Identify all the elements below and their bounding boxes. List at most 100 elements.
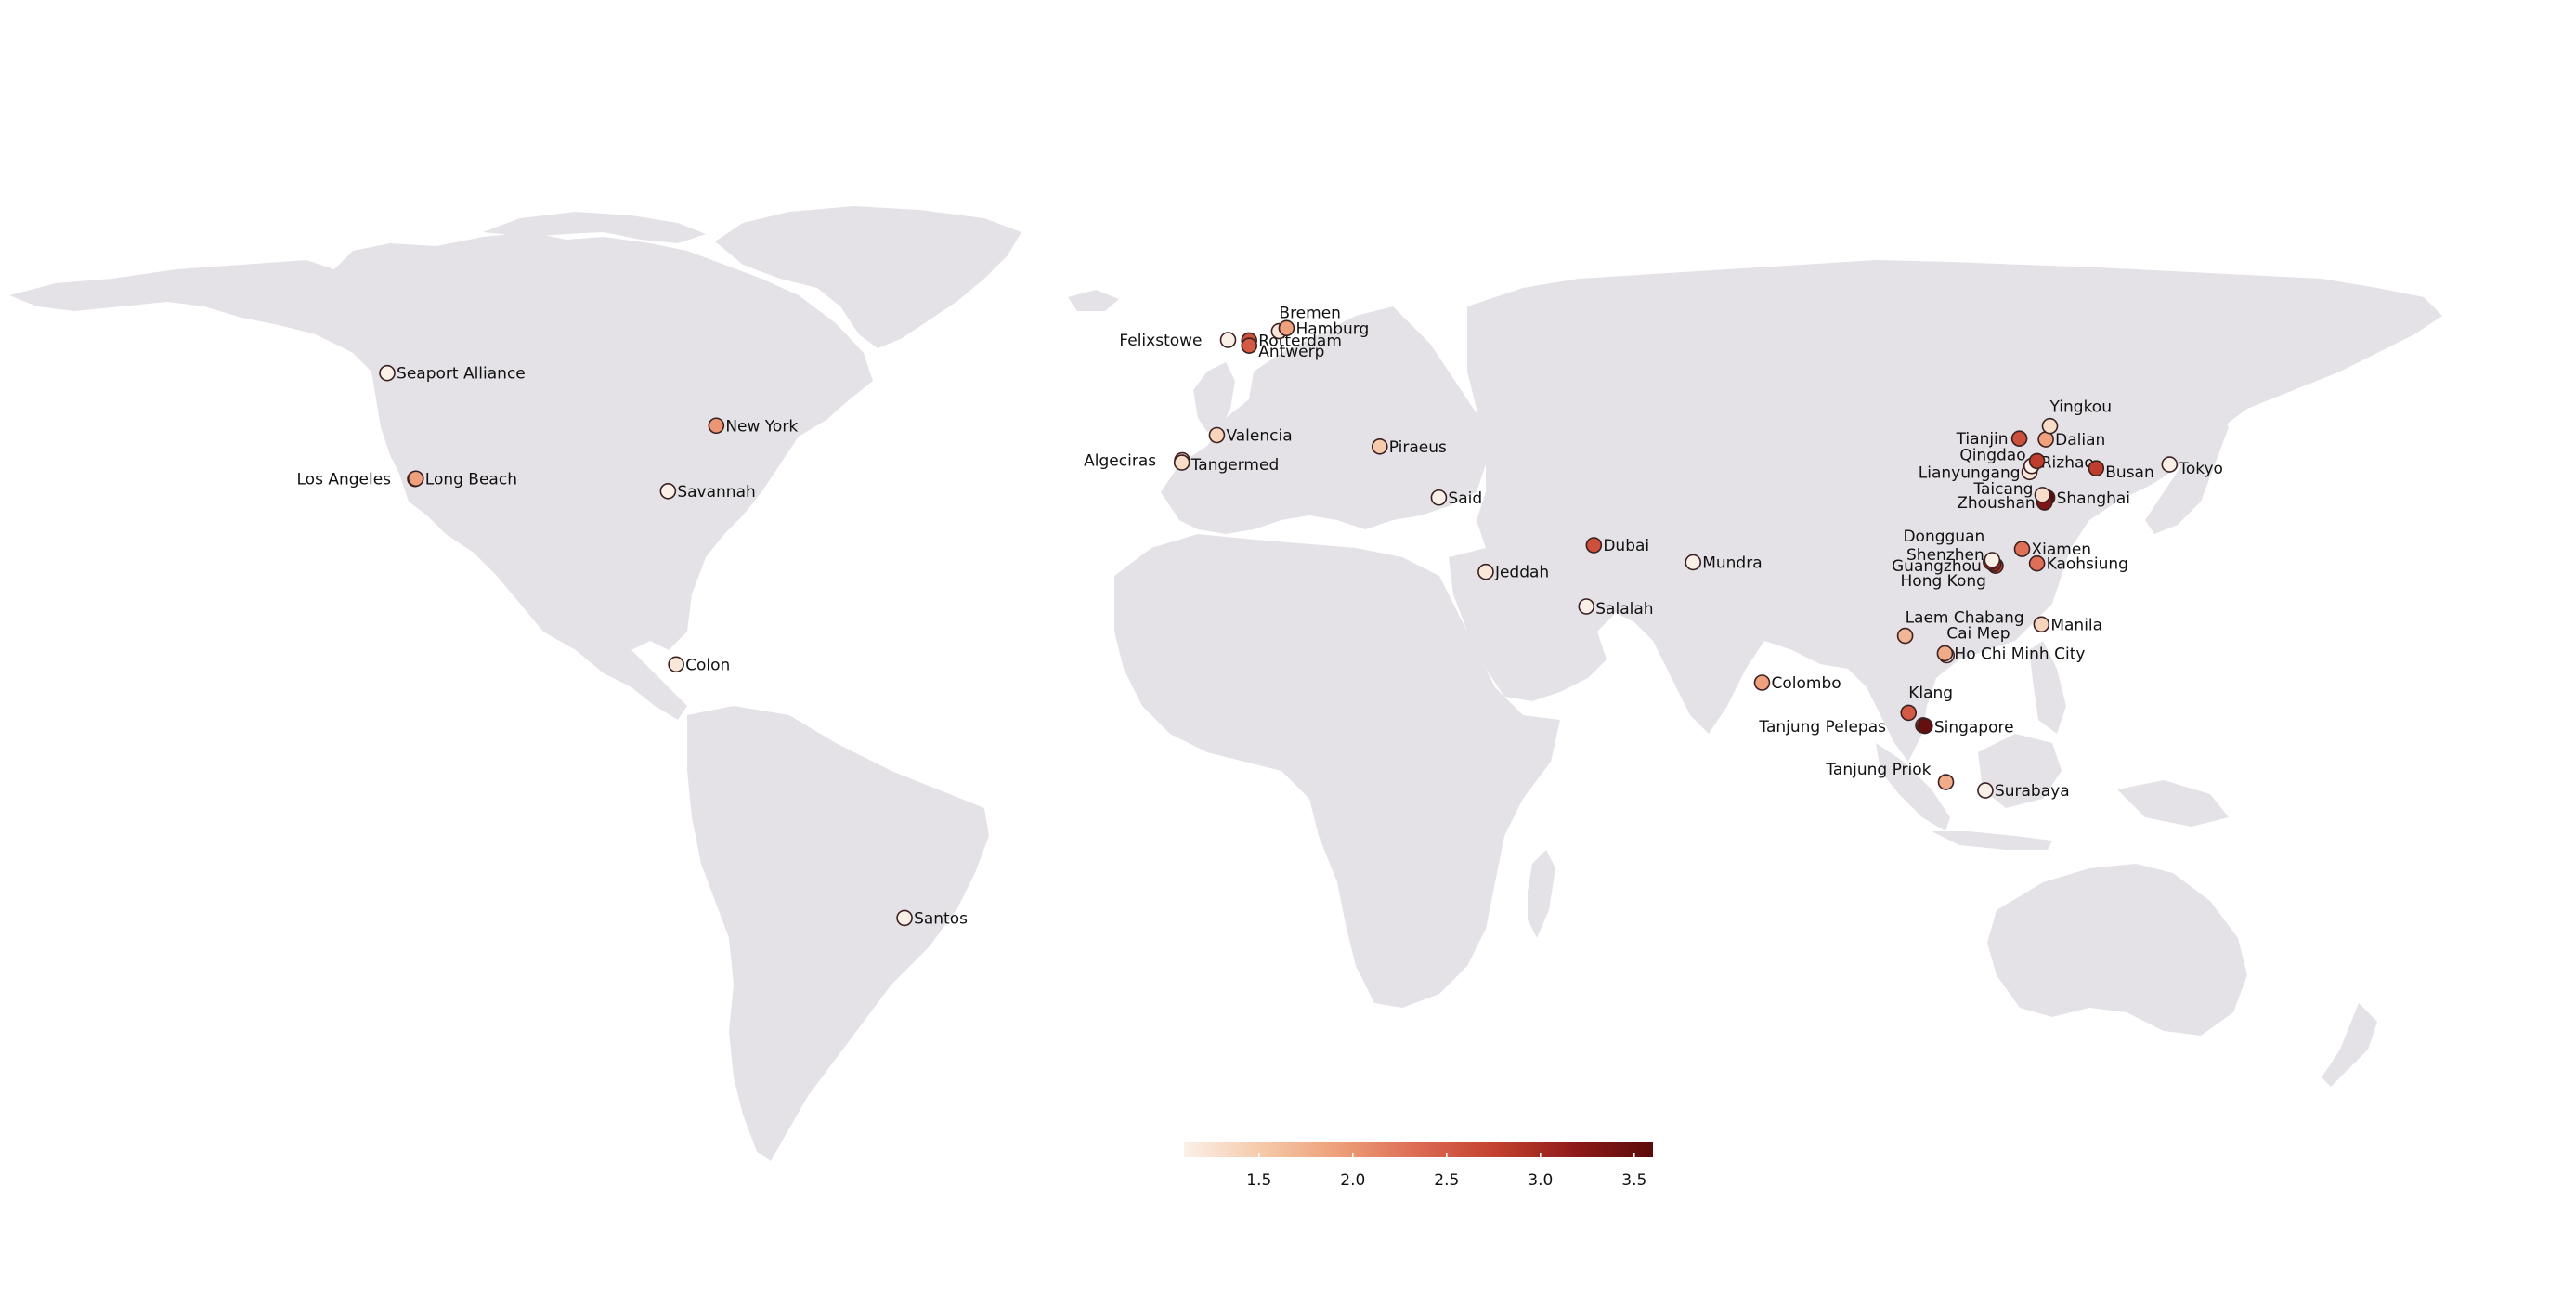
port-label: Santos — [914, 909, 968, 928]
port-label: Said — [1448, 489, 1482, 508]
port-marker — [2041, 417, 2059, 435]
port-marker — [1477, 563, 1494, 580]
port-label: Dalian — [2055, 431, 2105, 450]
port-seaport-alliance: Seaport Alliance — [379, 364, 526, 384]
colorbar-gradient — [1184, 1142, 1653, 1157]
port-label: Shanghai — [2057, 489, 2130, 508]
landmass-south-america — [687, 706, 989, 1161]
port-marker — [1173, 454, 1190, 471]
port-label: Xiamen — [2031, 541, 2091, 559]
colorbar-tick-label: 1.5 — [1246, 1171, 1271, 1190]
port-valencia: Valencia — [1208, 426, 1293, 446]
port-label: Singapore — [1934, 719, 2014, 737]
landmass-north-america — [9, 232, 873, 720]
port-qingdao: Qingdao — [1959, 446, 2046, 470]
port-label: Felixstowe — [1119, 332, 1202, 350]
port-marker — [407, 470, 424, 488]
port-label: Mundra — [1702, 554, 1762, 572]
port-label: Piraeus — [1389, 438, 1447, 457]
port-said: Said — [1430, 489, 1482, 508]
landmass-africa — [1114, 534, 1560, 1008]
port-marker — [708, 417, 725, 435]
port-savannah: Savannah — [659, 483, 756, 502]
port-label: Manila — [2050, 616, 2102, 634]
port-marker — [379, 364, 396, 382]
port-label: Bremen — [1279, 305, 1341, 323]
port-label: Busan — [2105, 463, 2154, 482]
port-label: Dongguan — [1903, 528, 1984, 546]
port-marker — [1430, 489, 1448, 506]
port-label: Lianyungang — [1919, 463, 2021, 482]
port-label: Seaport Alliance — [397, 365, 526, 384]
port-klang: Klang — [1900, 684, 1953, 722]
port-jeddah: Jeddah — [1477, 563, 1549, 582]
port-label: Tokyo — [2178, 460, 2223, 478]
port-label: Valencia — [1226, 427, 1292, 446]
port-marker — [2028, 452, 2046, 470]
port-marker — [1917, 717, 1933, 735]
port-label: Jeddah — [1494, 564, 1549, 582]
port-label: Guangzhou — [1892, 557, 1982, 576]
port-label: Hamburg — [1295, 319, 1369, 338]
port-label: Yingkou — [2049, 398, 2112, 417]
port-kaohsiung: Kaohsiung — [2028, 555, 2128, 574]
port-marker — [1278, 319, 1295, 337]
port-marker — [2037, 431, 2054, 448]
port-marker — [1936, 645, 1954, 662]
port-label: Algeciras — [1084, 452, 1156, 471]
port-marker — [2034, 487, 2051, 503]
landmass-java — [1932, 831, 2052, 850]
port-piraeus: Piraeus — [1371, 438, 1447, 457]
port-surabaya: Surabaya — [1977, 782, 2070, 801]
colorbar-tick-label: 3.5 — [1621, 1171, 1646, 1190]
landmass-sumatra — [1876, 743, 1950, 831]
port-label: Taicang — [1972, 480, 2033, 499]
landmass-asia — [1467, 260, 2442, 762]
port-label: Long Beach — [425, 470, 517, 489]
landmass-europe — [1161, 306, 1486, 534]
port-marker — [2033, 616, 2050, 633]
port-marker — [1241, 337, 1258, 354]
landmass-japan — [2145, 409, 2229, 534]
port-label: Rizhao — [2041, 454, 2094, 473]
port-label: Ho Chi Minh City — [1954, 645, 2085, 663]
ports-layer: Seaport Alliance Los Angeles Long Beach New… — [297, 305, 2223, 929]
port-label: Hong Kong — [1901, 572, 1986, 591]
port-label: Tanjung Pelepas — [1758, 718, 1886, 737]
landmass-arctic-islands — [483, 212, 706, 243]
port-label: Tianjin — [1956, 430, 2009, 449]
port-marker — [1585, 537, 1603, 554]
landmass-arabia — [1449, 548, 1607, 701]
port-marker — [1937, 774, 1955, 790]
port-marker — [1977, 782, 1994, 799]
port-label: Antwerp — [1258, 343, 1324, 361]
port-hamburg: Hamburg — [1278, 319, 1369, 338]
colorbar-tick-label: 2.0 — [1340, 1171, 1365, 1190]
port-taicang: Taicang — [1972, 480, 2051, 503]
port-tangermed: Tangermed — [1173, 454, 1279, 475]
landmass-madagascar — [1528, 850, 1555, 938]
port-singapore: Singapore — [1917, 717, 2014, 737]
port-busan: Busan — [2088, 460, 2154, 482]
port-marker — [1208, 426, 1226, 444]
port-marker — [1753, 674, 1771, 691]
port-label: Klang — [1908, 684, 1953, 702]
port-marker — [1685, 554, 1702, 571]
port-manila: Manila — [2033, 616, 2102, 634]
colorbar: 1.5 2.0 2.5 3.0 3.5 — [1184, 1142, 1653, 1190]
landmass-greenland — [715, 206, 1021, 348]
port-dalian: Dalian — [2037, 431, 2105, 450]
landmass-australia — [1987, 864, 2247, 1036]
port-marker — [2013, 541, 2031, 557]
port-label: Kaohsiung — [2047, 555, 2128, 574]
port-xiamen: Xiamen — [2013, 541, 2091, 559]
port-label: Colombo — [1772, 674, 1841, 693]
port-label: Dubai — [1603, 537, 1649, 555]
colorbar-ticks: 1.5 2.0 2.5 3.0 3.5 — [1246, 1153, 1646, 1190]
port-label: Savannah — [677, 483, 755, 502]
landmass-british-isles — [1193, 362, 1235, 432]
landmass-philippines — [2029, 641, 2066, 734]
port-tanjung-priok: Tanjung Priok — [1825, 761, 1955, 790]
port-marker — [668, 656, 684, 673]
